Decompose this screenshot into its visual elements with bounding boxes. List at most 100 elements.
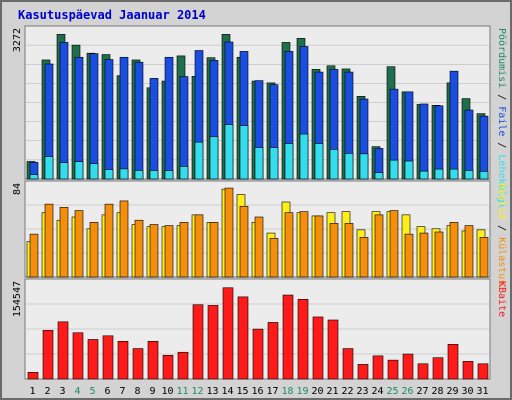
- bar-pages: [419, 170, 429, 180]
- bar-visits: [239, 205, 249, 278]
- bar-visits: [104, 203, 114, 278]
- bar-visits: [149, 224, 159, 278]
- bar-kbytes: [447, 344, 459, 380]
- bar-pages: [134, 170, 144, 180]
- x-tick-label: 25: [386, 386, 398, 397]
- bar-pages: [149, 170, 159, 180]
- legend-label-2: Hostid / Külastusi: [496, 183, 507, 291]
- x-tick-label: 31: [476, 386, 488, 397]
- bar-kbytes: [267, 322, 279, 380]
- bar-visits: [59, 207, 69, 278]
- x-tick-label: 23: [356, 386, 368, 397]
- x-tick-label: 6: [104, 386, 110, 397]
- bar-kbytes: [162, 354, 174, 380]
- bar-visits: [209, 222, 219, 278]
- x-tick-label: 3: [59, 386, 65, 397]
- bar-pages: [374, 172, 384, 180]
- bar-visits: [464, 225, 474, 278]
- bar-pages: [329, 149, 339, 180]
- x-tick-label: 12: [191, 386, 203, 397]
- legend-part: Külastusi: [496, 237, 507, 291]
- x-tick-label: 22: [341, 386, 353, 397]
- bar-kbytes: [117, 340, 129, 380]
- bar-pages: [164, 170, 174, 180]
- y-max-label-3: 154547: [12, 281, 23, 317]
- bar-kbytes: [357, 364, 369, 380]
- bar-visits: [194, 214, 204, 278]
- bar-visits: [44, 203, 54, 278]
- legend-label-3: KBaite: [496, 281, 507, 317]
- bar-pages: [89, 163, 99, 180]
- bar-kbytes: [282, 294, 294, 380]
- bar-kbytes: [477, 363, 489, 380]
- bar-files: [104, 59, 114, 180]
- legend-part: Faile: [496, 106, 507, 136]
- bar-kbytes: [147, 340, 159, 380]
- bar-visits: [119, 200, 129, 278]
- chart-title: Kasutuspäevad Jaanuar 2014: [18, 8, 206, 22]
- bar-pages: [224, 124, 234, 180]
- bar-files: [464, 109, 474, 180]
- bar-pages: [254, 147, 264, 180]
- bar-pages: [29, 174, 39, 180]
- bar-visits: [134, 219, 144, 278]
- legend-part: Lehekülgi: [496, 154, 507, 208]
- bar-kbytes: [372, 355, 384, 380]
- x-tick-label: 18: [281, 386, 293, 397]
- bar-kbytes: [462, 361, 474, 380]
- legend-part: Hostid: [496, 183, 507, 219]
- bar-kbytes: [237, 296, 249, 380]
- x-tick-label: 24: [371, 386, 383, 397]
- bar-pages: [479, 171, 489, 180]
- bar-kbytes: [432, 357, 444, 380]
- y-max-label-1: 3272: [12, 28, 23, 52]
- bar-pages: [269, 147, 279, 180]
- bar-kbytes: [222, 287, 234, 380]
- bar-kbytes: [402, 353, 414, 380]
- legend-label-1: Pöördumisi / Faile / Lehekülgi: [496, 28, 507, 209]
- bar-files: [479, 115, 489, 180]
- bar-visits: [389, 210, 399, 278]
- bar-pages: [179, 166, 189, 180]
- x-tick-label: 29: [446, 386, 458, 397]
- x-tick-label: 9: [149, 386, 155, 397]
- bar-kbytes: [102, 335, 114, 380]
- bar-files: [134, 61, 144, 180]
- bar-files: [179, 76, 189, 180]
- bar-pages: [359, 153, 369, 180]
- bar-visits: [404, 233, 414, 278]
- bar-pages: [104, 169, 114, 180]
- bar-files: [419, 103, 429, 180]
- bar-pages: [119, 168, 129, 180]
- bar-pages: [284, 143, 294, 180]
- x-tick-label: 20: [311, 386, 323, 397]
- bar-kbytes: [387, 359, 399, 380]
- bar-visits: [29, 233, 39, 278]
- bar-visits: [254, 216, 264, 278]
- bar-kbytes: [27, 372, 39, 380]
- bar-files: [164, 56, 174, 180]
- x-tick-label: 13: [206, 386, 218, 397]
- bar-files: [449, 70, 459, 180]
- bar-pages: [404, 160, 414, 180]
- bar-kbytes: [417, 363, 429, 380]
- bar-kbytes: [252, 328, 264, 380]
- x-tick-label: 11: [176, 386, 188, 397]
- x-tick-label: 2: [44, 386, 50, 397]
- bar-visits: [89, 222, 99, 278]
- bar-files: [74, 56, 84, 180]
- x-tick-label: 4: [74, 386, 80, 397]
- legend-part: /: [496, 136, 507, 154]
- bar-visits: [284, 212, 294, 278]
- bar-pages: [194, 141, 204, 180]
- bar-pages: [314, 143, 324, 180]
- x-tick-label: 30: [461, 386, 473, 397]
- bar-kbytes: [72, 332, 84, 380]
- bar-kbytes: [132, 348, 144, 380]
- x-tick-label: 27: [416, 386, 428, 397]
- legend-part: KBaite: [496, 281, 507, 317]
- bar-visits: [374, 214, 384, 278]
- x-tick-label: 8: [134, 386, 140, 397]
- legend-part: Pöördumisi: [496, 28, 507, 88]
